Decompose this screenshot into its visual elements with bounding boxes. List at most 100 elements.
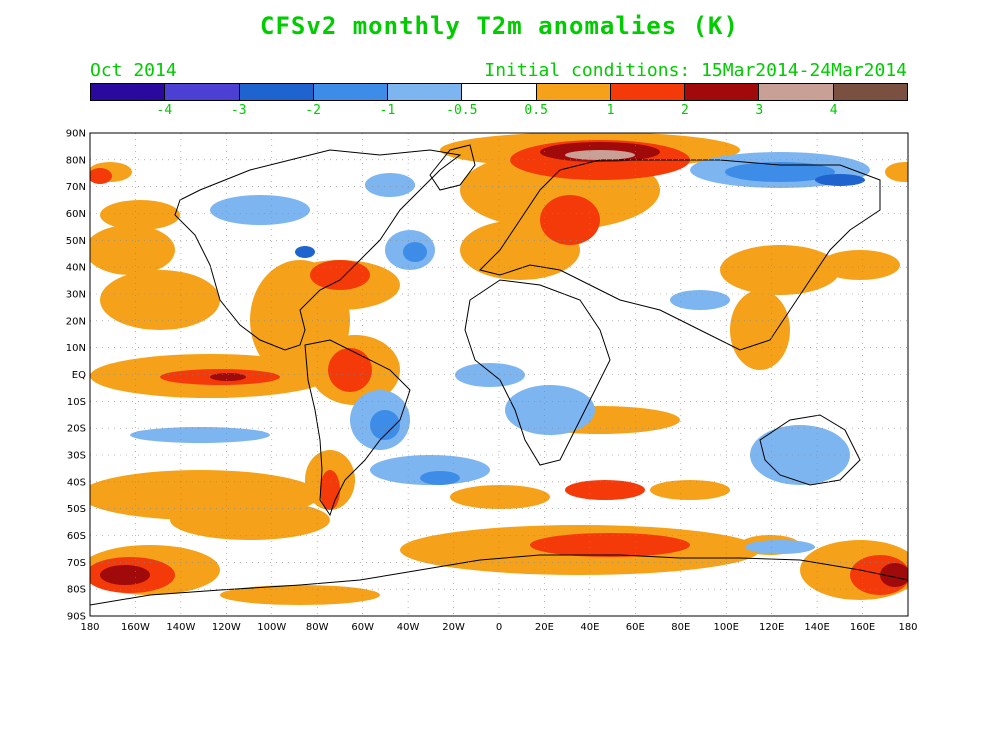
coast-africa: [464, 279, 611, 466]
longitude-label: 160E: [850, 622, 875, 633]
colorbar-swatch: [462, 84, 537, 100]
warm-region: [540, 195, 600, 245]
coast-north-america: [174, 149, 462, 351]
colorbar-swatch: [685, 84, 760, 100]
forecast-month: Oct 2014: [90, 60, 177, 81]
longitude-label: 100E: [714, 622, 739, 633]
latitude-label: 60S: [67, 531, 86, 542]
warm-region: [880, 563, 908, 587]
colorbar-swatch: [388, 84, 463, 100]
colorbar-swatch: [91, 84, 166, 100]
latitude-label: 90N: [66, 129, 86, 140]
longitude-label: 140W: [166, 622, 195, 633]
longitude-label: 120E: [759, 622, 784, 633]
latitude-label: 20N: [66, 316, 86, 327]
colorbar-swatch: [239, 84, 314, 100]
cold-region: [370, 455, 490, 485]
warm-region: [885, 162, 908, 182]
cold-region: [210, 195, 310, 225]
map-frame: [89, 132, 909, 617]
latitude-label: 70S: [67, 558, 86, 569]
warm-region: [90, 168, 112, 184]
latitude-label: 30N: [66, 290, 86, 301]
latitude-labels: 90N 80N 70N 60N 50N 40N 30N 20N 10N EQ 10S 20S 30S 40…: [66, 129, 86, 623]
colorbar-label: 3: [755, 103, 764, 118]
longitude-label: 140E: [804, 622, 829, 633]
longitude-label: 40W: [397, 622, 420, 633]
longitude-label: 0: [496, 622, 502, 633]
coast-greenland: [429, 144, 476, 191]
cold-region: [505, 385, 595, 435]
coast-eurasia: [479, 159, 881, 351]
graticule: [90, 133, 908, 616]
colorbar-label: -4: [156, 103, 173, 118]
warm-region: [720, 245, 840, 295]
colorbar-label: 4: [829, 103, 838, 118]
colorbar-label: 0.5: [524, 103, 548, 118]
latitude-label: 40S: [67, 477, 86, 488]
colorbar-labels: -4 -3 -2 -1 -0.5 0.5 1 2 3 4: [90, 103, 908, 121]
colorbar: [90, 83, 908, 101]
warm-region: [328, 348, 372, 392]
coastlines: [90, 144, 908, 606]
warm-region: [530, 533, 690, 557]
longitude-label: 20W: [442, 622, 465, 633]
chart-title: CFSv2 monthly T2m anomalies (K): [260, 12, 739, 40]
colorbar-swatch: [610, 84, 686, 100]
colorbar-label: 1: [606, 103, 615, 118]
cold-region: [455, 363, 525, 387]
coast-antarctica: [90, 554, 908, 606]
warm-region: [650, 480, 730, 500]
colorbar-swatch: [165, 84, 240, 100]
colorbar-label: -0.5: [446, 103, 478, 118]
warm-region: [100, 565, 150, 585]
longitude-label: 40E: [580, 622, 599, 633]
latitude-label: 30S: [67, 451, 86, 462]
longitude-label: 60E: [626, 622, 645, 633]
latitude-label: 60N: [66, 209, 86, 220]
longitude-label: 100W: [257, 622, 286, 633]
warm-region: [170, 500, 330, 540]
longitude-label: 80E: [671, 622, 690, 633]
cold-region: [420, 471, 460, 485]
colorbar-label: 2: [680, 103, 689, 118]
warm-region: [450, 485, 550, 509]
longitude-label: 60W: [351, 622, 374, 633]
warm-region: [820, 250, 900, 280]
longitude-label: 180: [898, 622, 917, 633]
warm-region: [100, 270, 220, 330]
latitude-label: 80N: [66, 155, 86, 166]
colorbar-swatch: [536, 84, 611, 100]
warm-region: [310, 260, 370, 290]
latitude-label: 40N: [66, 263, 86, 274]
latitude-label: 20S: [67, 424, 86, 435]
coast-south-america: [304, 339, 411, 517]
colorbar-swatch: [313, 84, 389, 100]
cold-region: [815, 174, 865, 186]
colorbar-label: -3: [230, 103, 247, 118]
warm-region: [730, 290, 790, 370]
latitude-label: 10N: [66, 343, 86, 354]
cold-region: [130, 427, 270, 443]
cold-region: [670, 290, 730, 310]
latitude-label: 50N: [66, 236, 86, 247]
latitude-label: EQ: [72, 370, 86, 381]
warm-region: [565, 150, 635, 160]
latitude-label: 90S: [67, 612, 86, 623]
initial-conditions: Initial conditions: 15Mar2014-24Mar2014: [484, 60, 907, 81]
longitude-label: 20E: [535, 622, 554, 633]
warm-region: [90, 225, 175, 275]
colorbar-swatch: [759, 84, 834, 100]
cold-region: [725, 162, 835, 182]
colorbar-label: -2: [305, 103, 321, 118]
anomaly-fields: [90, 133, 908, 605]
cold-region: [365, 173, 415, 197]
warm-region: [210, 373, 246, 381]
warm-region: [220, 585, 380, 605]
cold-region: [370, 410, 400, 440]
longitude-label: 160W: [121, 622, 150, 633]
coast-australia: [759, 414, 861, 486]
longitude-label: 180: [80, 622, 99, 633]
warm-region: [565, 480, 645, 500]
